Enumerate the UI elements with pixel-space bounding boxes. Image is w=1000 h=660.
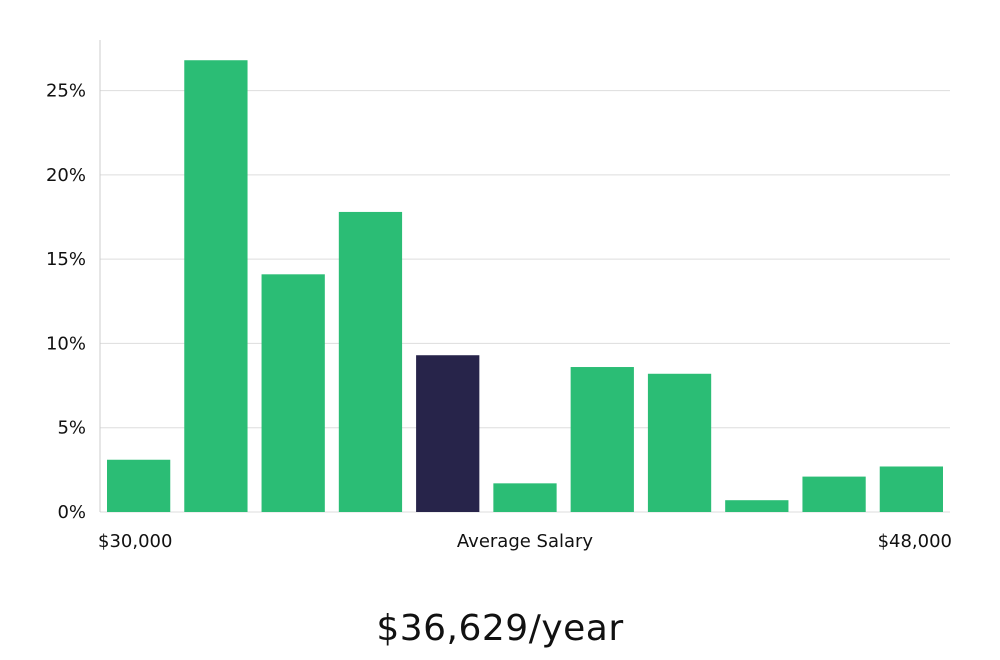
average-salary-value: $36,629/year xyxy=(376,608,624,649)
bar xyxy=(725,500,789,512)
bar xyxy=(647,373,712,512)
bar xyxy=(261,274,325,512)
bar-highlighted xyxy=(416,355,480,512)
bar xyxy=(107,459,171,512)
bar xyxy=(879,466,943,512)
salary-histogram: 0% 5% 10% 15% 20% 25% $30,000 Average Salary … xyxy=(46,40,952,552)
x-axis-title: Average Salary xyxy=(457,531,594,552)
y-tick-label: 5% xyxy=(57,418,86,439)
bars xyxy=(107,60,943,512)
bar xyxy=(802,476,866,512)
y-tick-label: 0% xyxy=(57,502,86,523)
y-tick-label: 25% xyxy=(46,81,86,102)
y-tick-label: 10% xyxy=(46,333,86,354)
x-max-label: $48,000 xyxy=(878,531,952,552)
y-tick-label: 20% xyxy=(46,165,86,186)
x-min-label: $30,000 xyxy=(98,531,172,552)
bar xyxy=(184,60,248,512)
bar xyxy=(338,211,403,512)
y-tick-label: 15% xyxy=(46,249,86,270)
bar xyxy=(493,483,557,512)
bar xyxy=(570,367,634,512)
y-tick-labels: 0% 5% 10% 15% 20% 25% xyxy=(46,81,86,523)
x-axis-labels: $30,000 Average Salary $48,000 xyxy=(98,531,952,552)
